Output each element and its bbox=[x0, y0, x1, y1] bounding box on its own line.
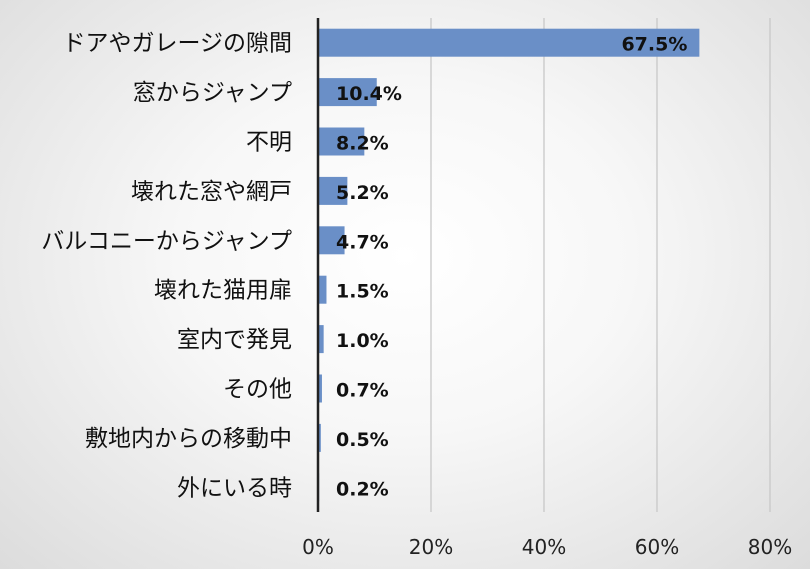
bar bbox=[318, 78, 377, 107]
category-label: 壊れた窓や網戸 bbox=[131, 179, 292, 205]
category-label: 壊れた猫用扉 bbox=[154, 278, 292, 304]
category-label: 窓からジャンプ bbox=[133, 80, 292, 106]
value-label: 0.5% bbox=[336, 429, 389, 451]
bar bbox=[318, 374, 322, 403]
bar bbox=[318, 226, 345, 255]
bar bbox=[318, 127, 365, 156]
value-label: 1.0% bbox=[336, 330, 389, 352]
category-label: 外にいる時 bbox=[177, 475, 292, 501]
x-tick-label: 40% bbox=[522, 535, 566, 559]
x-tick-label: 60% bbox=[635, 535, 679, 559]
bar bbox=[318, 423, 321, 452]
x-tick-label: 20% bbox=[409, 535, 453, 559]
bar bbox=[318, 28, 700, 57]
category-label: 室内で発見 bbox=[177, 327, 292, 353]
category-label: バルコニーからジャンプ bbox=[41, 228, 292, 254]
bar bbox=[318, 176, 348, 205]
category-label: その他 bbox=[223, 377, 292, 403]
bar bbox=[318, 325, 324, 354]
value-label: 5.2% bbox=[336, 182, 389, 204]
category-label: ドアやガレージの隙間 bbox=[62, 31, 292, 57]
value-label: 0.7% bbox=[336, 380, 389, 402]
category-label: 敷地内からの移動中 bbox=[85, 426, 292, 452]
value-label: 67.5% bbox=[621, 34, 687, 56]
bar bbox=[318, 275, 327, 304]
value-label: 8.2% bbox=[336, 133, 389, 155]
value-label: 10.4% bbox=[336, 83, 402, 105]
x-tick-label: 0% bbox=[302, 535, 334, 559]
value-label: 1.5% bbox=[336, 281, 389, 303]
x-tick-label: 80% bbox=[748, 535, 792, 559]
value-label: 4.7% bbox=[336, 231, 389, 253]
value-label: 0.2% bbox=[336, 478, 389, 500]
category-label: 不明 bbox=[246, 130, 292, 156]
